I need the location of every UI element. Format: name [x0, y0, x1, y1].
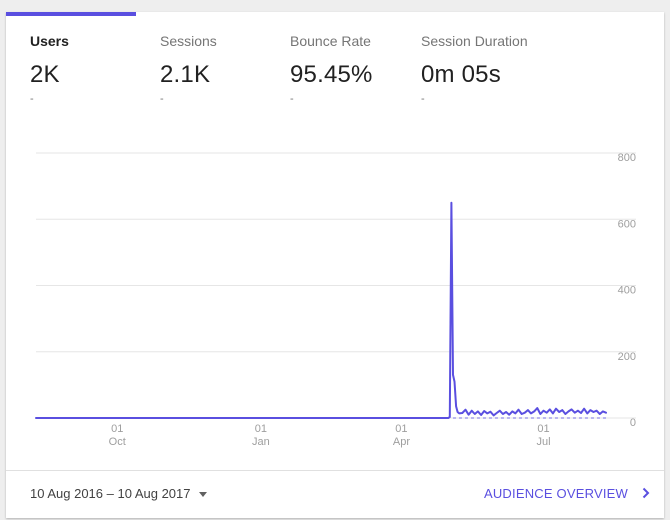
y-tick-label: 200 [618, 351, 636, 363]
x-tick-month-label: Jan [252, 436, 270, 448]
audience-overview-card: Users 2K - Sessions 2.1K - Bounce Rate 9… [6, 12, 664, 518]
caret-down-icon [198, 492, 207, 498]
audience-overview-link[interactable]: AUDIENCE OVERVIEW [484, 484, 650, 505]
y-tick-label: 0 [630, 417, 636, 429]
metric-delta: - [160, 93, 164, 105]
metric-label: Session Duration [421, 33, 528, 49]
date-range-text: 10 Aug 2016 – 10 Aug 2017 [30, 486, 191, 501]
metric-label: Sessions [160, 33, 217, 49]
y-tick-label: 400 [618, 285, 636, 297]
card-footer: 10 Aug 2016 – 10 Aug 2017 AUDIENCE OVERV… [6, 470, 664, 519]
metric-delta: - [421, 93, 425, 105]
x-tick-day-label: 01 [537, 423, 549, 435]
metric-delta: - [30, 93, 34, 105]
x-tick-month-label: Apr [393, 436, 410, 448]
metric-value: 2.1K [160, 61, 211, 88]
metric-label: Users [30, 33, 69, 49]
metric-value: 2K [30, 61, 60, 88]
x-tick-month-label: Oct [109, 436, 126, 448]
x-tick-day-label: 01 [255, 423, 267, 435]
series-line-users [35, 201, 607, 419]
x-tick-day-label: 01 [395, 423, 407, 435]
metric-value: 95.45% [290, 61, 373, 88]
x-tick-month-label: Jul [537, 436, 551, 448]
metric-tab-sessions[interactable]: Sessions 2.1K - [160, 32, 290, 106]
metric-delta: - [290, 93, 294, 105]
metric-tab-session-duration[interactable]: Session Duration 0m 05s - [421, 32, 581, 106]
active-tab-indicator [6, 12, 136, 16]
y-tick-label: 600 [618, 218, 636, 230]
chevron-right-icon [642, 485, 650, 505]
date-range-selector[interactable]: 10 Aug 2016 – 10 Aug 2017 [30, 485, 207, 503]
y-tick-label: 800 [618, 152, 636, 164]
metric-tab-bounce-rate[interactable]: Bounce Rate 95.45% - [290, 32, 420, 106]
metric-tab-users[interactable]: Users 2K - [30, 32, 160, 106]
x-tick-day-label: 01 [111, 423, 123, 435]
metric-value: 0m 05s [421, 61, 501, 88]
metric-label: Bounce Rate [290, 33, 371, 49]
audience-overview-label: AUDIENCE OVERVIEW [483, 486, 628, 501]
